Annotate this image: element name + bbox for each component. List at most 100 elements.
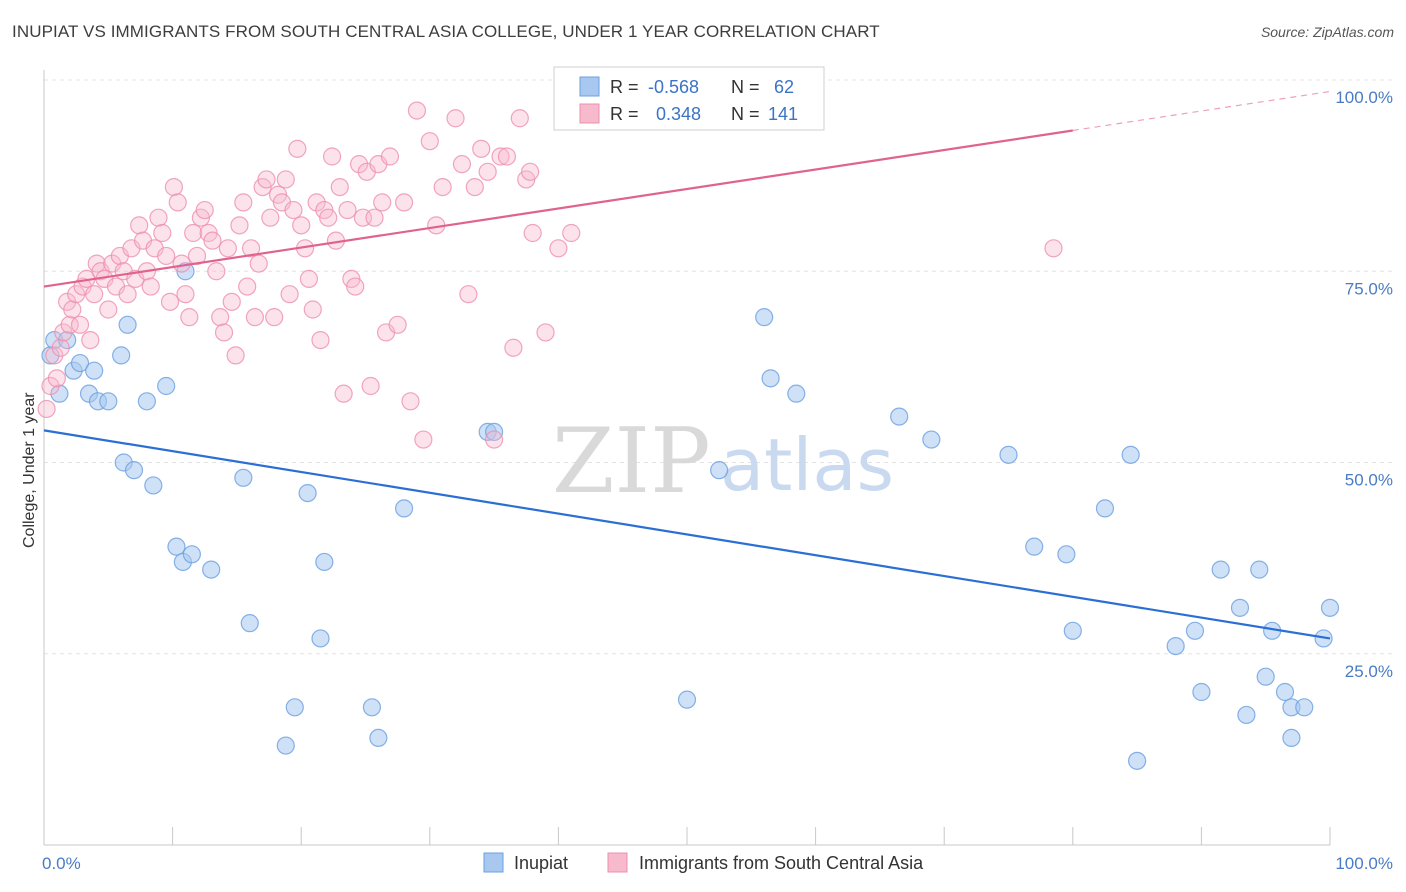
inupiat-point-48: [1166, 636, 1185, 656]
legend-r-label-1: R =: [610, 77, 639, 97]
immigrants-point-107: [491, 147, 510, 166]
y-tick-label-3: 25.0%: [1345, 662, 1393, 681]
bottom-swatch-immigrants: [607, 852, 628, 873]
immigrants-point-113: [523, 223, 542, 243]
legend-n-value-1: 62: [774, 77, 794, 97]
immigrants-point-53: [234, 193, 253, 212]
immigrants-point-33: [157, 246, 176, 266]
immigrants-point-29: [141, 277, 160, 296]
inupiat-point-26: [298, 484, 317, 503]
inupiat-point-45: [1095, 499, 1115, 518]
inupiat-point-13: [124, 461, 144, 480]
inupiat-trend-line: [43, 429, 1331, 640]
immigrants-point-115: [549, 239, 568, 258]
immigrants-point-89: [373, 193, 392, 212]
immigrants-point-43: [195, 200, 214, 220]
immigrants-point-68: [292, 216, 311, 235]
immigrants-point-45: [203, 231, 222, 250]
immigrants-point-56: [245, 308, 265, 327]
immigrants-point-103: [465, 178, 484, 197]
immigrants-point-117: [1044, 239, 1063, 258]
immigrants-point-34: [160, 292, 180, 311]
immigrants-point-46: [207, 262, 226, 281]
inupiat-point-33: [485, 422, 504, 441]
inupiat-point-9: [99, 392, 118, 411]
immigrants-point-23: [118, 285, 137, 304]
x-tick-label-0: 0.0%: [42, 854, 81, 873]
inupiat-point-46: [1121, 445, 1140, 464]
immigrants-point-48: [214, 323, 234, 342]
immigrants-point-64: [276, 170, 295, 189]
inupiat-point-7: [85, 361, 104, 380]
y-tick-labels: 100.0% 75.0% 50.0% 25.0%: [1335, 88, 1393, 681]
immigrants-point-41: [187, 246, 207, 266]
trend-lines: [43, 90, 1331, 640]
immigrants-point-59: [257, 170, 276, 189]
immigrants-point-102: [459, 285, 478, 304]
scatter-points: [37, 101, 1340, 770]
immigrants-trend-extension: [1072, 90, 1331, 132]
source-label: Source: ZipAtlas.com: [1260, 24, 1394, 40]
immigrants-point-57: [249, 254, 268, 273]
inupiat-point-40: [922, 430, 941, 449]
immigrants-point-114: [536, 323, 555, 342]
inupiat-point-35: [710, 461, 729, 480]
inupiat-point-39: [890, 407, 909, 426]
inupiat-point-22: [234, 468, 253, 487]
immigrants-point-96: [414, 430, 433, 449]
inupiat-point-29: [362, 698, 382, 717]
immigrants-point-14: [85, 285, 104, 304]
immigrants-point-105: [478, 162, 497, 181]
inupiat-point-14: [137, 392, 156, 411]
inupiat-point-51: [1211, 560, 1230, 579]
immigrants-point-10: [70, 315, 90, 334]
immigrants-point-83: [349, 155, 369, 174]
x-tick-label-1: 100.0%: [1335, 854, 1393, 873]
immigrants-point-87: [365, 208, 384, 227]
immigrants-point-97: [420, 132, 439, 151]
immigrants-point-52: [230, 216, 249, 235]
immigrants-point-94: [401, 392, 420, 411]
immigrants-point-91: [380, 147, 400, 166]
inupiat-point-25: [285, 698, 304, 717]
immigrants-point-72: [307, 193, 326, 212]
immigrants-point-109: [504, 338, 523, 357]
immigrants-point-93: [394, 193, 414, 212]
axes: [43, 70, 1331, 846]
immigrants-point-71: [303, 300, 322, 319]
inupiat-point-42: [1025, 537, 1044, 556]
inupiat-point-37: [761, 369, 780, 388]
immigrants-point-60: [261, 208, 280, 227]
immigrants-point-39: [180, 308, 199, 327]
inupiat-point-10: [112, 346, 131, 365]
immigrants-point-70: [299, 269, 319, 288]
immigrants-point-7: [60, 315, 79, 334]
immigrants-point-100: [446, 109, 465, 128]
inupiat-point-38: [787, 384, 806, 403]
inupiat-point-30: [369, 728, 388, 748]
immigrants-point-92: [388, 315, 407, 334]
inupiat-point-17: [167, 537, 186, 556]
watermark-atlas: atlas: [720, 423, 894, 507]
immigrants-point-65: [280, 285, 299, 304]
immigrants-point-18: [99, 300, 118, 319]
immigrants-point-61: [265, 308, 284, 327]
immigrants-point-13: [81, 331, 100, 350]
inupiat-point-24: [276, 736, 295, 755]
y-tick-label-2: 50.0%: [1345, 471, 1393, 490]
legend-n-value-2: 141: [768, 104, 798, 124]
bottom-legend-inupiat: Inupiat: [514, 853, 568, 873]
immigrants-point-95: [407, 101, 427, 120]
immigrants-point-104: [472, 139, 491, 158]
y-tick-label-1: 75.0%: [1345, 279, 1393, 298]
immigrants-point-40: [184, 223, 203, 243]
legend-n-label-2: N =: [731, 104, 760, 124]
immigrants-point-112: [521, 162, 540, 181]
inupiat-point-53: [1237, 705, 1256, 725]
inupiat-point-57: [1275, 682, 1295, 702]
stats-legend: R = -0.568 N = 62 R = 0.348 N = 141: [553, 66, 825, 131]
inupiat-point-5: [70, 353, 90, 373]
legend-swatch-inupiat: [579, 76, 600, 97]
y-axis-label: College, Under 1 year: [21, 392, 38, 548]
